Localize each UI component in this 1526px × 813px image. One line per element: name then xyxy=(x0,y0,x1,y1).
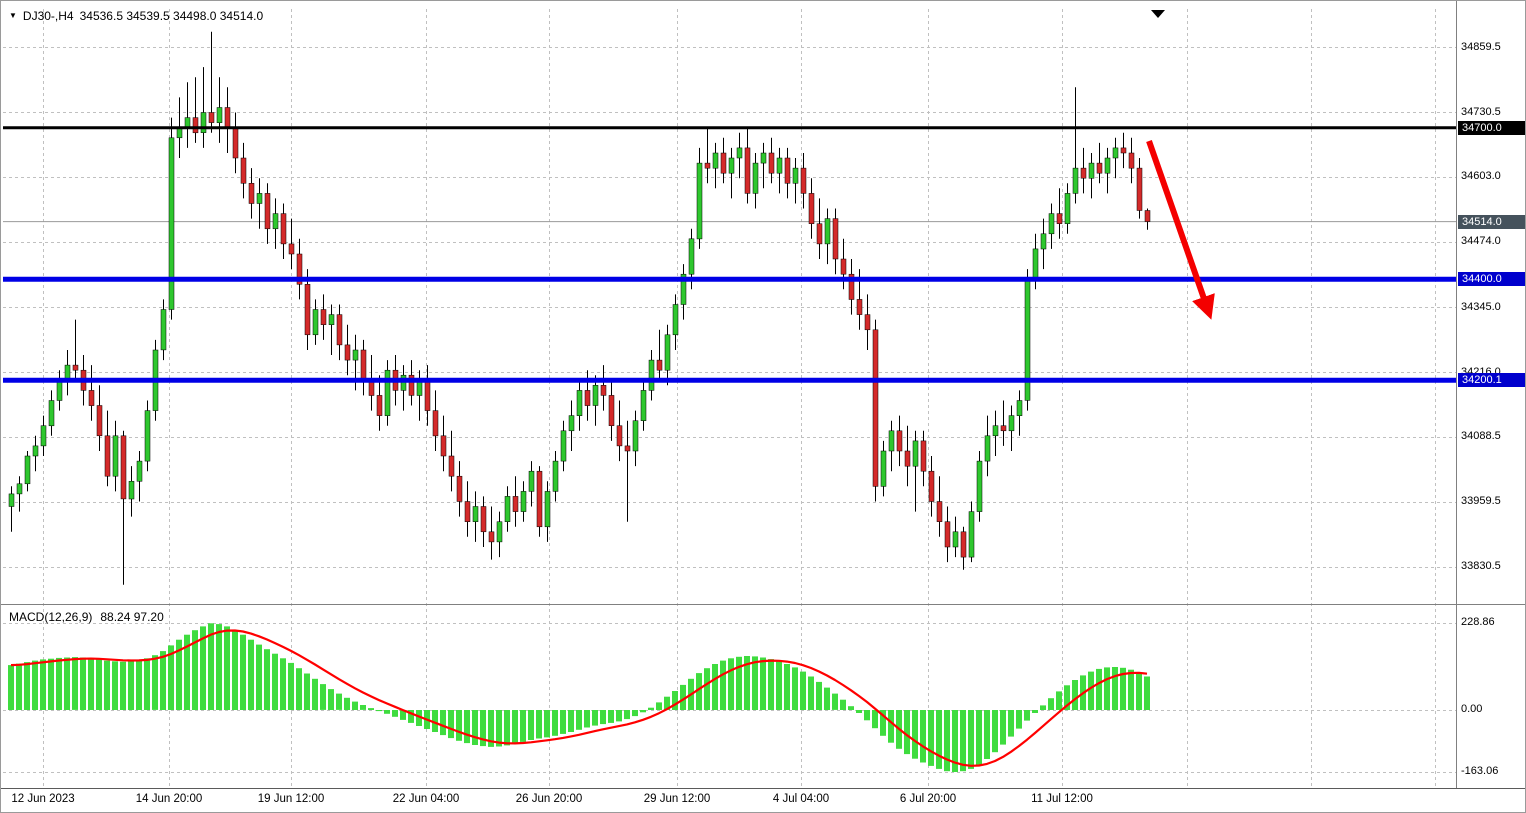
current-price-tag: 34514.0 xyxy=(1458,214,1525,229)
symbol-info-bar: ▼ DJ30-,H4 34536.5 34539.5 34498.0 34514… xyxy=(9,9,263,23)
time-tick-label: 11 Jul 12:00 xyxy=(1031,793,1093,805)
macd-tick-label: 228.86 xyxy=(1461,616,1495,629)
price-tick-label: 34088.5 xyxy=(1461,430,1501,443)
macd-histogram-layer xyxy=(8,623,1150,772)
time-tick-label: 26 Jun 20:00 xyxy=(515,793,583,805)
macd-signal-line xyxy=(10,629,1148,767)
time-tick-label: 6 Jul 20:00 xyxy=(899,793,957,805)
macd-name: MACD(12,26,9) xyxy=(9,610,93,624)
macd-indicator-label: MACD(12,26,9) 88.24 97.20 xyxy=(9,610,164,624)
price-tick-label: 34730.5 xyxy=(1461,105,1501,118)
time-axis[interactable]: 12 Jun 2023 14 Jun 20:00 19 Jun 12:00 22 Ju… xyxy=(1,790,1457,812)
macd-values: 88.24 97.20 xyxy=(100,610,164,624)
price-axis[interactable]: 34859.5 34730.5 34603.0 34474.0 34345.0 34216… xyxy=(1457,1,1525,788)
time-tick-label: 4 Jul 04:00 xyxy=(772,793,830,805)
symbol-period-label: DJ30-,H4 xyxy=(22,9,74,23)
chart-shift-marker-icon[interactable] xyxy=(1151,10,1165,18)
time-tick-label: 14 Jun 20:00 xyxy=(135,793,203,805)
trend-arrow-annotation[interactable] xyxy=(1146,140,1215,320)
price-tick-label: 33959.5 xyxy=(1461,495,1501,508)
price-level-tag: 34400.0 xyxy=(1458,272,1525,287)
time-tick-label: 19 Jun 12:00 xyxy=(257,793,325,805)
price-tick-label: 34603.0 xyxy=(1461,170,1501,183)
time-tick-label: 12 Jun 2023 xyxy=(11,793,75,805)
price-tick-label: 33830.5 xyxy=(1461,560,1501,573)
time-tick-label: 22 Jun 04:00 xyxy=(392,793,460,805)
price-tick-label: 34474.0 xyxy=(1461,235,1501,248)
macd-tick-label: 0.00 xyxy=(1461,703,1483,716)
ohlc-readout: 34536.5 34539.5 34498.0 34514.0 xyxy=(79,9,264,23)
price-level-tag: 34700.0 xyxy=(1458,120,1525,135)
price-tick-label: 34859.5 xyxy=(1461,40,1501,53)
time-tick-label: 29 Jun 12:00 xyxy=(643,793,711,805)
macd-tick-label: -163.06 xyxy=(1461,765,1499,778)
price-level-tag: 34200.1 xyxy=(1458,373,1525,388)
symbol-dropdown-icon[interactable]: ▼ xyxy=(9,11,17,20)
candles-layer xyxy=(8,31,1151,585)
price-tick-label: 34345.0 xyxy=(1461,300,1501,313)
